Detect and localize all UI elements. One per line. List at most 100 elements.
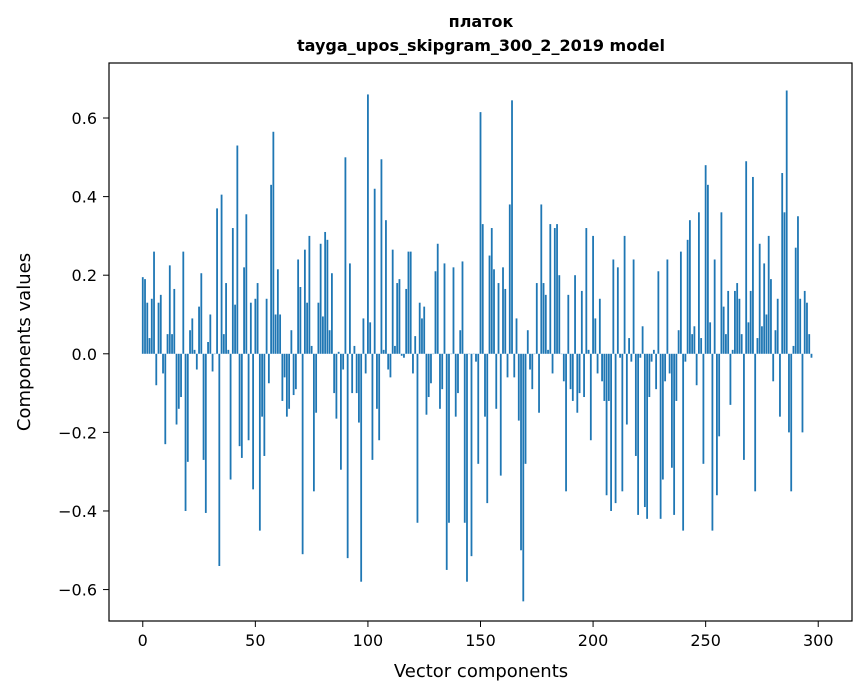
bar-200 [592,235,594,354]
bar-220 [637,353,640,515]
bar-46 [245,214,248,354]
bar-140 [457,353,459,394]
bar-195 [580,290,583,354]
bar-16 [177,353,180,409]
bar-288 [790,353,793,492]
bar-154 [488,255,491,354]
bar-259 [725,334,727,354]
bar-38 [227,349,230,354]
bar-20 [186,353,189,462]
bar-121 [414,336,417,354]
bar-180 [547,349,549,354]
bar-69 [297,259,300,354]
bar-26 [200,273,203,354]
y-tick-label-2: −0.2 [58,423,97,442]
bar-265 [738,298,741,354]
bar-278 [767,235,770,354]
bar-241 [684,353,687,362]
bar-109 [387,353,390,370]
bar-41 [234,304,236,354]
bar-27 [202,353,205,460]
bar-277 [765,314,768,354]
bar-125 [423,306,426,354]
bar-201 [594,318,597,354]
bar-295 [806,302,808,354]
bar-264 [736,283,739,354]
bar-118 [407,251,410,354]
bar-208 [610,353,612,511]
bar-283 [779,353,781,417]
bar-223 [643,353,646,508]
x-tick-label-2: 100 [353,631,384,650]
bar-191 [571,353,574,401]
bar-17 [180,353,182,398]
bar-244 [691,334,694,354]
bar-142 [461,261,464,354]
bar-48 [249,302,252,354]
bar-7 [157,302,160,354]
bar-276 [763,263,766,354]
bar-296 [808,334,811,354]
bar-178 [542,283,545,354]
bar-237 [675,353,678,401]
bar-93 [351,353,354,394]
bar-177 [540,204,543,354]
bar-51 [256,283,259,354]
bar-91 [346,353,349,559]
bar-187 [562,353,565,382]
bar-268 [745,161,748,354]
bar-250 [704,165,707,354]
x-tick-label-3: 150 [465,631,496,650]
bar-77 [315,353,318,413]
bar-197 [585,228,588,354]
bar-165 [513,353,516,378]
bar-194 [578,353,581,394]
bar-63 [283,353,286,378]
bar-175 [535,283,538,354]
x-tick-label-4: 200 [578,631,609,650]
bar-284 [781,173,784,354]
bar-289 [792,345,795,354]
bar-272 [754,353,757,492]
bar-172 [529,353,531,370]
bar-116 [403,353,405,358]
bar-127 [427,353,430,398]
bar-13 [171,334,173,354]
bar-34 [218,353,221,566]
bar-152 [484,353,486,417]
bar-0 [141,277,144,354]
bar-290 [794,247,797,354]
bar-281 [774,330,777,354]
bar-37 [225,283,227,354]
bar-170 [524,353,527,464]
bar-141 [459,330,462,354]
bar-70 [299,286,302,354]
y-tick-label-3: 0.0 [72,345,97,364]
bar-75 [310,345,313,354]
bar-255 [716,353,718,496]
bar-155 [490,228,493,354]
bar-24 [195,353,198,370]
bar-151 [481,224,484,354]
bar-271 [752,176,754,354]
bar-52 [258,353,261,531]
chart-subtitle: tayga_upos_skipgram_300_2_2019 model [297,36,665,55]
bar-297 [810,353,813,358]
bar-67 [292,353,295,396]
bar-128 [430,353,432,384]
bar-292 [799,298,802,354]
bar-30 [209,314,212,354]
bar-269 [747,322,750,354]
bar-133 [441,353,444,390]
bars-group [141,90,813,602]
bar-131 [436,243,439,354]
bar-28 [204,353,207,513]
bar-234 [668,353,671,374]
bar-71 [301,353,304,555]
bar-153 [486,353,489,504]
bar-266 [740,334,743,354]
bar-192 [574,275,576,354]
bar-209 [612,259,615,354]
bar-222 [641,326,644,354]
bar-56 [267,353,270,384]
